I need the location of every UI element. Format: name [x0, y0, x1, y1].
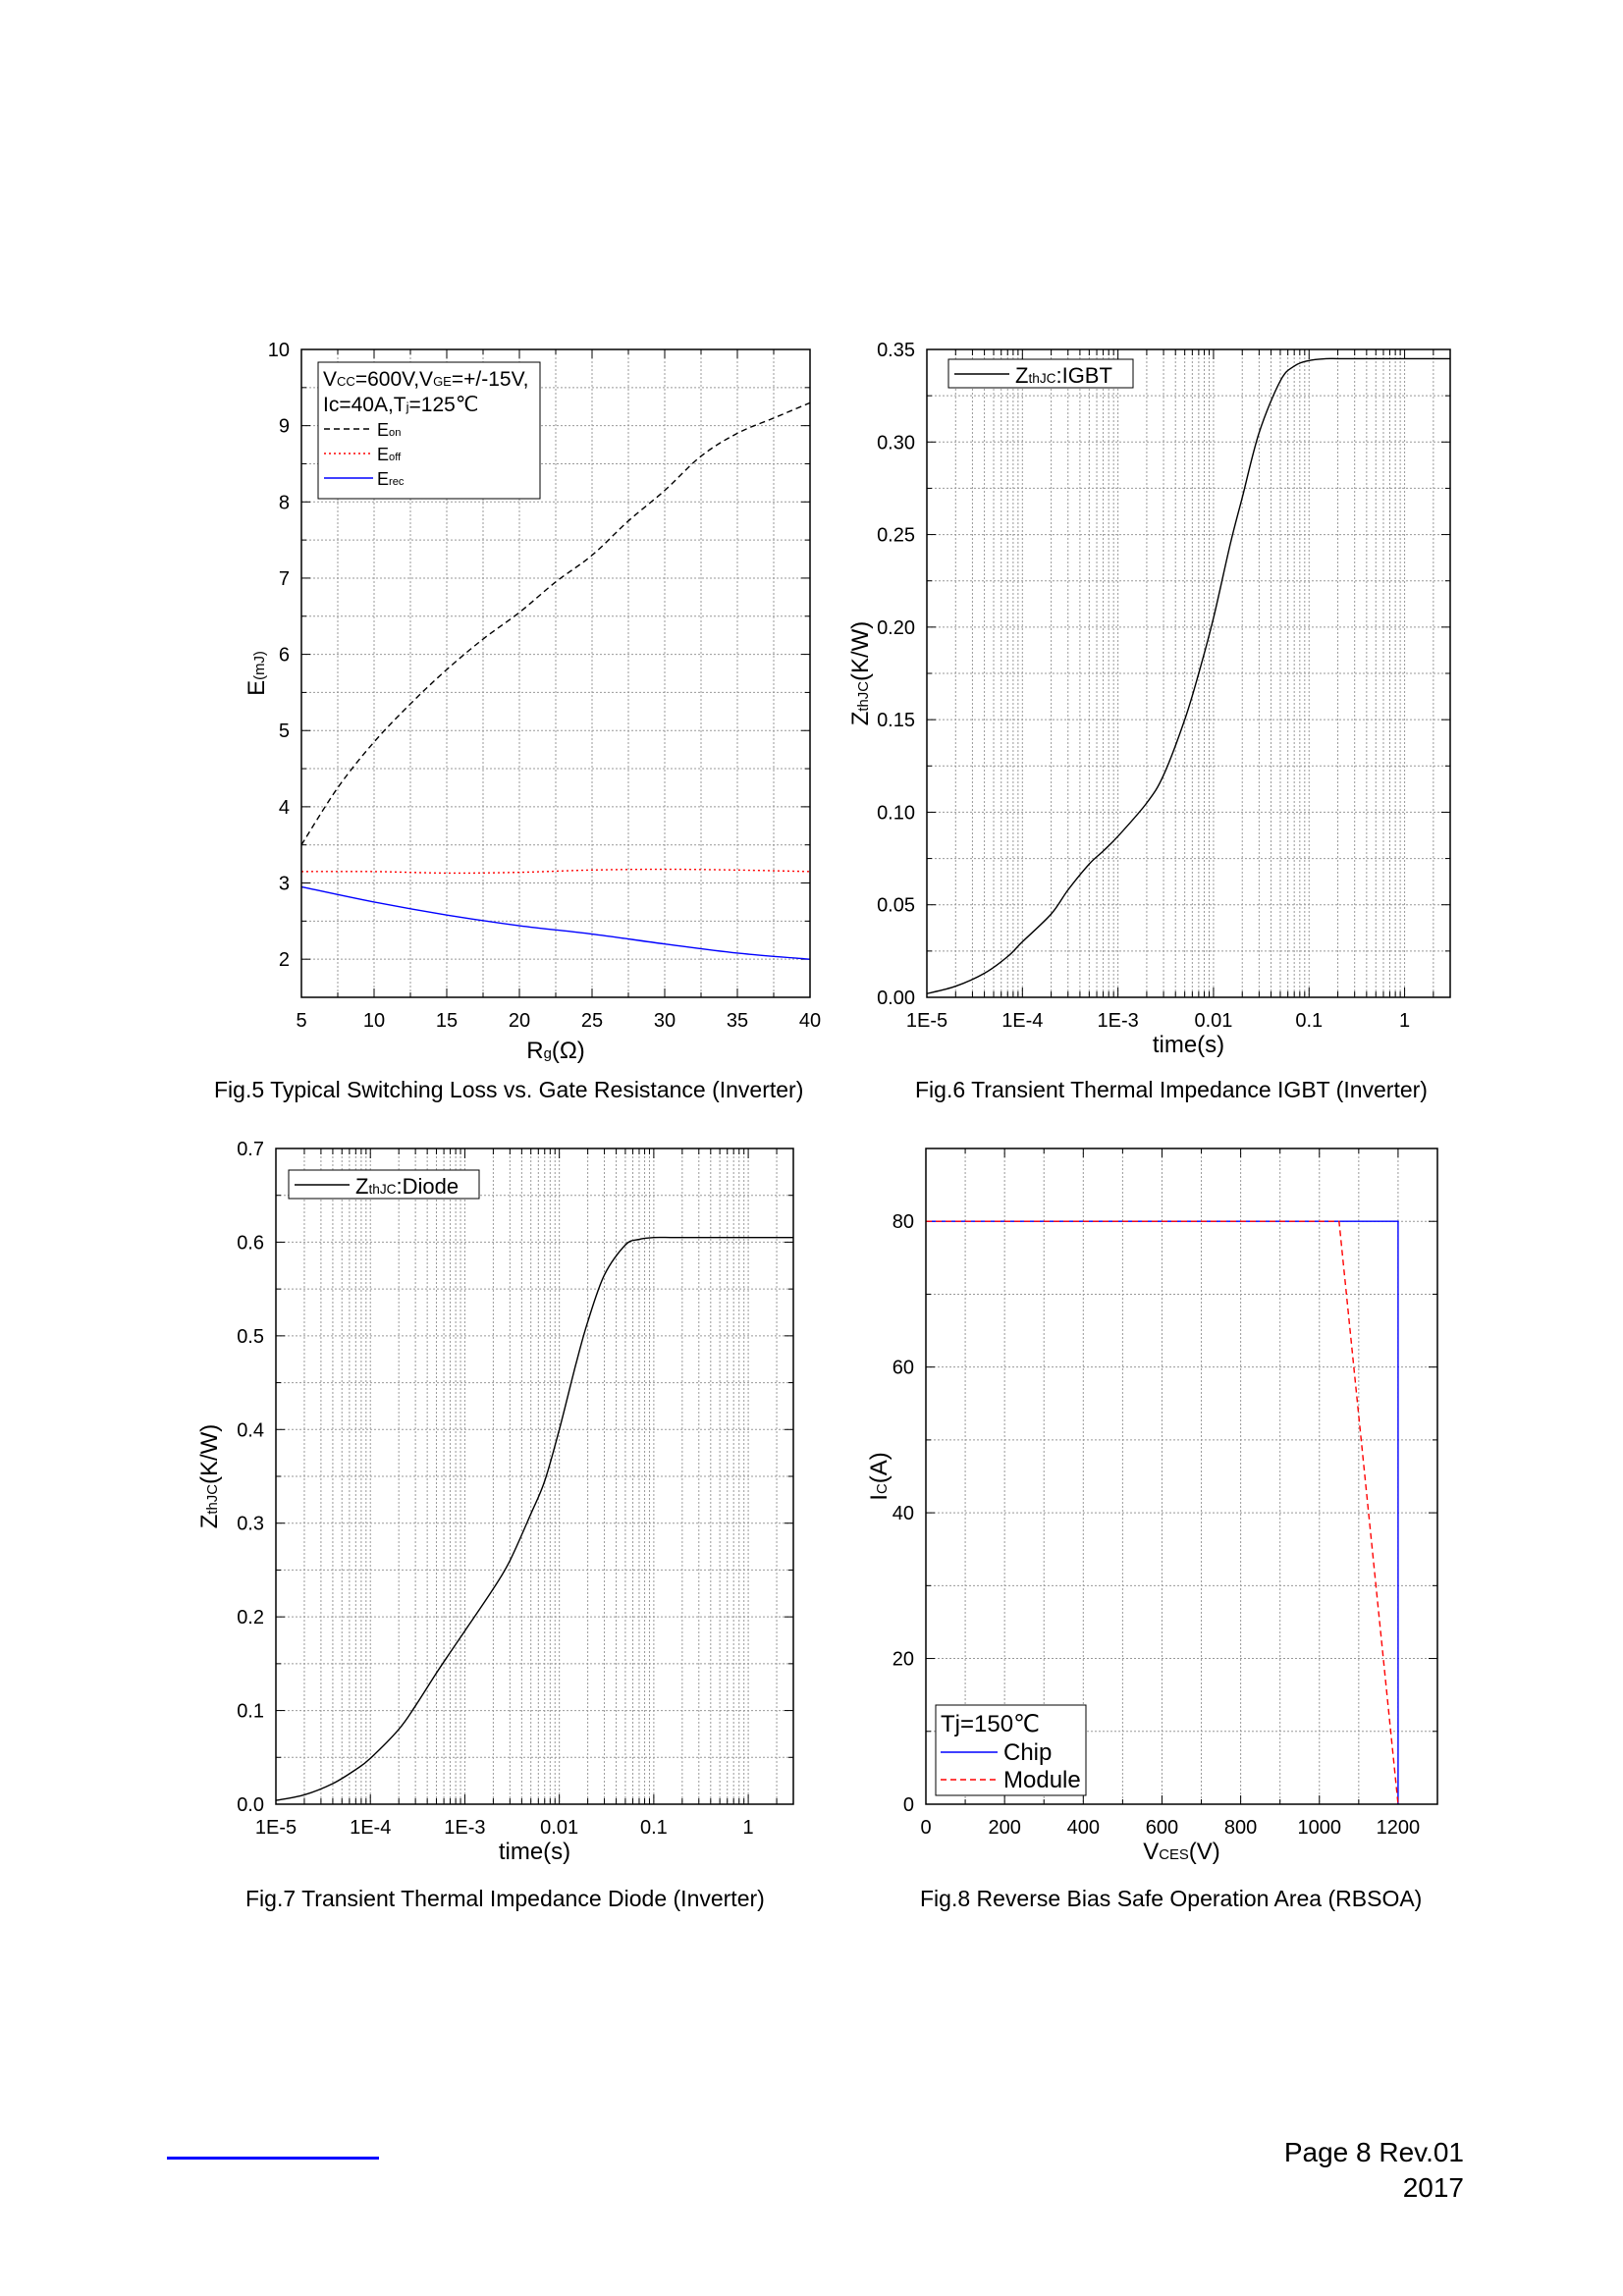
fig8-x-tick-label: 1200 [1377, 1817, 1421, 1839]
fig5-y-tick-label: 6 [279, 645, 290, 667]
fig7-y-tick-label: 0.6 [237, 1232, 264, 1254]
fig5-legend-title-2: Ic=40A,Tj=125℃ [323, 394, 478, 416]
fig5-x-axis-label: Rg(Ω) [526, 1038, 585, 1064]
fig8-plot-frame [925, 1148, 1438, 1805]
fig6-y-tick-label: 0.30 [877, 432, 915, 454]
fig7-series-zthjc-diode [275, 1236, 793, 1801]
fig6-x-tick-label: 0.1 [1295, 1010, 1323, 1032]
fig5-y-tick-label: 3 [279, 874, 290, 895]
fig8-x-tick-label: 600 [1146, 1817, 1178, 1839]
fig5-caption: Fig.5 Typical Switching Loss vs. Gate Re… [214, 1077, 804, 1102]
fig6-x-axis-label: time(s) [1153, 1032, 1224, 1058]
fig7-y-tick-label: 0.7 [237, 1139, 264, 1160]
fig6-y-tick-label: 0.05 [877, 895, 915, 917]
fig6-x-tick-label: 1E-5 [906, 1010, 947, 1032]
fig5-y-axis-label: E(mJ) [243, 651, 270, 696]
fig8-x-axis-label: VCES(V) [1143, 1839, 1220, 1865]
fig6-y-tick-label: 0.10 [877, 802, 915, 824]
fig7-plot-frame [275, 1148, 794, 1805]
fig7-y-tick-label: 0.1 [237, 1701, 264, 1723]
fig7-x-tick-label: 1E-3 [444, 1817, 485, 1839]
fig6-legend-label: ZthJC:IGBT [1015, 363, 1112, 388]
page-footer: Page 8 Rev.01 2017 [1284, 2135, 1464, 2206]
fig5-legend-label-eon: Eon [377, 420, 401, 440]
fig8-x-tick-label: 0 [920, 1817, 931, 1839]
fig8-y-tick-label: 60 [893, 1358, 914, 1379]
fig8-legend-title: Tj=150℃ [941, 1711, 1040, 1737]
fig6-y-tick-label: 0.35 [877, 340, 915, 361]
fig5-x-tick-label: 40 [799, 1010, 821, 1032]
fig6-y-tick-label: 0.20 [877, 617, 915, 639]
fig5-legend-label-erec: Erec [377, 469, 405, 489]
fig5-y-tick-label: 2 [279, 949, 290, 971]
fig6-x-tick-label: 1E-3 [1098, 1010, 1139, 1032]
page-number: Page 8 Rev.01 [1283, 2137, 1464, 2167]
fig8-x-tick-label: 200 [988, 1817, 1020, 1839]
fig7-x-tick-label: 1 [743, 1817, 754, 1839]
fig5-y-tick-label: 4 [279, 797, 290, 819]
fig5-legend-label-eoff: Eoff [377, 445, 402, 464]
fig6-legend-box [947, 358, 1134, 389]
fig8-y-axis-label: IC(A) [866, 1452, 893, 1500]
fig5-x-tick-label: 15 [436, 1010, 458, 1032]
footer-link-underline[interactable] [167, 2157, 379, 2160]
fig7-caption: Fig.7 Transient Thermal Impedance Diode … [245, 1886, 765, 1911]
fig5-x-tick-label: 30 [654, 1010, 676, 1032]
fig8-legend-label-chip: Chip [1003, 1739, 1052, 1766]
fig5-y-tick-label: 5 [279, 721, 290, 742]
fig5-legend-title-1: VCC=600V,VGE=+/-15V, [323, 368, 529, 391]
fig7-x-tick-label: 0.1 [640, 1817, 668, 1839]
fig8-x-tick-label: 800 [1224, 1817, 1257, 1839]
fig7-y-axis-label: ZthJC(K/W) [196, 1424, 223, 1529]
fig6-series-zthjc-igbt [926, 357, 1450, 994]
fig6-y-tick-label: 0.15 [877, 710, 915, 731]
fig8-y-tick-label: 0 [903, 1794, 914, 1816]
fig8-legend-label-module: Module [1003, 1767, 1081, 1793]
fig8-x-tick-label: 1000 [1298, 1817, 1342, 1839]
fig6-x-tick-label: 1 [1399, 1010, 1410, 1032]
fig5-x-tick-label: 25 [581, 1010, 603, 1032]
fig5-x-tick-label: 20 [509, 1010, 530, 1032]
fig7-y-tick-label: 0.2 [237, 1607, 264, 1629]
fig8-y-tick-label: 20 [893, 1649, 914, 1671]
fig5-legend-box [317, 361, 541, 500]
fig5-y-tick-label: 10 [268, 340, 290, 361]
fig7-x-tick-label: 1E-4 [350, 1817, 391, 1839]
fig6-y-axis-label: ZthJC(K/W) [847, 621, 874, 726]
fig6-caption: Fig.6 Transient Thermal Impedance IGBT (… [915, 1077, 1428, 1102]
fig8-y-tick-label: 40 [893, 1503, 914, 1524]
fig5-series-erec [300, 885, 811, 960]
fig8-caption: Fig.8 Reverse Bias Safe Operation Area (… [920, 1886, 1423, 1911]
fig5-y-tick-label: 9 [279, 416, 290, 438]
fig5-y-tick-label: 7 [279, 568, 290, 590]
fig7-legend-label: ZthJC:Diode [355, 1174, 459, 1199]
fig5-y-tick-label: 8 [279, 492, 290, 513]
fig7-y-tick-label: 0.4 [237, 1419, 264, 1441]
fig7-y-tick-label: 0.3 [237, 1514, 264, 1535]
fig8-y-tick-label: 80 [893, 1211, 914, 1233]
fig8-series-module [926, 1220, 1399, 1805]
fig5-plot-frame [300, 348, 811, 998]
fig7-y-tick-label: 0.0 [237, 1794, 264, 1816]
fig6-x-tick-label: 0.01 [1194, 1010, 1232, 1032]
fig5-series-eon [300, 401, 811, 846]
fig5-x-tick-label: 5 [296, 1010, 306, 1032]
fig6-plot-frame [926, 348, 1451, 998]
fig6-y-tick-label: 0.25 [877, 525, 915, 547]
fig5-x-tick-label: 35 [727, 1010, 748, 1032]
fig7-x-tick-label: 0.01 [540, 1817, 578, 1839]
fig7-x-tick-label: 1E-5 [255, 1817, 297, 1839]
fig5-x-tick-label: 10 [363, 1010, 385, 1032]
fig6-x-tick-label: 1E-4 [1001, 1010, 1043, 1032]
fig8-x-tick-label: 400 [1067, 1817, 1100, 1839]
fig6-y-tick-label: 0.00 [877, 988, 915, 1009]
fig7-y-tick-label: 0.5 [237, 1326, 264, 1348]
fig5-series-eoff [300, 868, 811, 875]
page-year: 2017 [1402, 2172, 1464, 2203]
fig7-x-axis-label: time(s) [499, 1839, 570, 1865]
